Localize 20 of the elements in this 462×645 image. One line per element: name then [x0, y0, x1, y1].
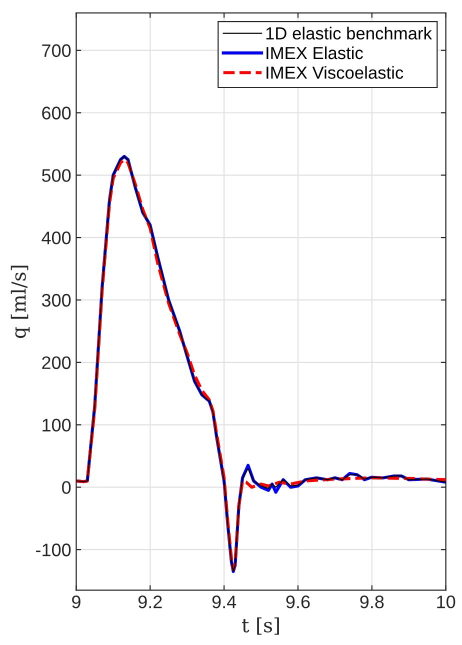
legend-label: IMEX Viscoelastic — [266, 66, 404, 79]
x-tick-label: 9.6 — [286, 596, 310, 608]
legend-label: 1D elastic benchmark — [266, 26, 432, 40]
x-tick-label: 9.8 — [360, 596, 384, 608]
x-axis-title: t [s] — [242, 617, 279, 635]
y-tick-label: -100 — [36, 544, 71, 556]
legend-label: IMEX Elastic — [266, 46, 363, 60]
y-tick-label: 200 — [42, 356, 71, 370]
x-tick-label: 9 — [72, 596, 80, 608]
y-tick-label: 0 — [62, 481, 71, 494]
y-tick-label: 100 — [42, 418, 71, 432]
y-tick-label: 400 — [42, 232, 71, 244]
x-tick-label: 10 — [437, 596, 456, 608]
y-tick-label: 300 — [42, 294, 71, 307]
y-tick-label: 500 — [42, 169, 71, 182]
x-tick-label: 9.4 — [212, 596, 236, 608]
y-axis-title: q [ml/s] — [10, 266, 30, 338]
x-tick-label: 9.2 — [138, 596, 162, 608]
y-tick-label: 600 — [42, 106, 71, 120]
y-tick-label: 700 — [42, 44, 71, 58]
